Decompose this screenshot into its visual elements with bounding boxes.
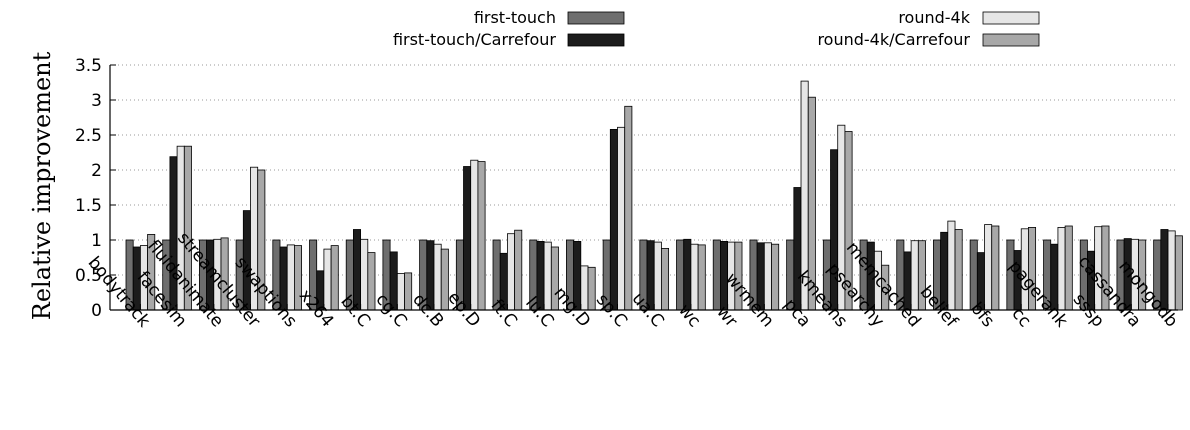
- legend-label: first-touch: [474, 8, 556, 27]
- y-tick-label: 3.5: [75, 56, 102, 76]
- y-tick-label: 1.5: [75, 196, 102, 216]
- legend-label: first-touch/Carrefour: [393, 30, 556, 49]
- bar-first-touch-Carrefour: [463, 166, 472, 311]
- bar-round-4k: [433, 243, 442, 311]
- bar-group-wc: [676, 238, 706, 311]
- bar-group-memcached: [896, 239, 926, 311]
- bar-round-4k-Carrefour: [991, 225, 1000, 311]
- bar-round-4k: [910, 240, 919, 311]
- bar-round-4k: [507, 233, 516, 311]
- bar-round-4k: [286, 244, 295, 311]
- bar-round-4k: [653, 241, 662, 311]
- y-ticks: 0 0.5 1 1.5 2 2.5 3 3.5: [75, 56, 116, 321]
- y-tick-label: 3: [91, 91, 102, 111]
- bar-round-4k: [323, 248, 332, 311]
- bar-round-4k: [947, 220, 956, 311]
- bar-round-4k-Carrefour: [514, 229, 523, 311]
- bar-round-4k: [984, 224, 993, 311]
- legend-swatch: [982, 11, 1040, 25]
- legend-swatch: [567, 33, 625, 47]
- legend-swatch: [982, 33, 1040, 47]
- bar-round-4k-Carrefour: [771, 243, 780, 311]
- y-tick-label: 1: [91, 231, 102, 251]
- bar-first-touch: [676, 239, 685, 311]
- bar-round-4k-Carrefour: [1174, 235, 1183, 311]
- bar-round-4k: [1167, 230, 1176, 311]
- y-tick-label: 2.5: [75, 126, 102, 146]
- bar-round-4k-Carrefour: [624, 105, 633, 311]
- bar-round-4k: [763, 242, 772, 311]
- y-tick-label: 2: [91, 161, 102, 181]
- bar-first-touch-Carrefour: [720, 240, 729, 311]
- y-tick-label: 0.5: [75, 266, 102, 286]
- bar-first-touch-Carrefour: [793, 187, 802, 311]
- bar-group-cg-C: [382, 239, 413, 311]
- bar-round-4k: [617, 126, 626, 311]
- legend: first-touch first-touch/Carrefour round-4k…: [393, 8, 1040, 49]
- y-tick-label: 0: [91, 301, 102, 321]
- bar-round-4k: [360, 238, 369, 311]
- bar-round-4k: [1057, 226, 1066, 311]
- bar-round-4k-Carrefour: [477, 161, 486, 311]
- bar-round-4k-Carrefour: [954, 229, 963, 311]
- axes: [109, 65, 1178, 311]
- bar-round-4k-Carrefour: [1064, 225, 1073, 311]
- bar-first-touch: [969, 239, 978, 311]
- bar-round-4k-Carrefour: [330, 245, 339, 311]
- bar-group-ft-C: [492, 229, 523, 311]
- bar-group-bodytrack: [125, 233, 156, 311]
- bar-round-4k-Carrefour: [697, 244, 706, 311]
- bar-round-4k: [543, 241, 552, 311]
- bar-first-touch-Carrefour: [683, 238, 692, 311]
- bar-first-touch: [712, 239, 721, 311]
- bar-round-4k: [470, 159, 479, 311]
- bar-round-4k-Carrefour: [661, 247, 670, 311]
- bars-group: [125, 80, 1183, 311]
- bar-round-4k: [690, 243, 699, 311]
- legend-label: round-4k: [898, 8, 970, 27]
- bar-group-ep-D: [455, 159, 486, 311]
- legend-label: round-4k/Carrefour: [817, 30, 970, 49]
- bar-group-sp-C: [602, 105, 633, 311]
- bar-group-swaptions: [272, 239, 303, 311]
- y-axis-label: Relative improvement: [28, 51, 56, 320]
- bar-first-touch-Carrefour: [609, 128, 618, 311]
- legend-swatch: [567, 11, 625, 25]
- bar-group-wrmem: [749, 239, 780, 311]
- bar-group-bfs: [969, 224, 1000, 311]
